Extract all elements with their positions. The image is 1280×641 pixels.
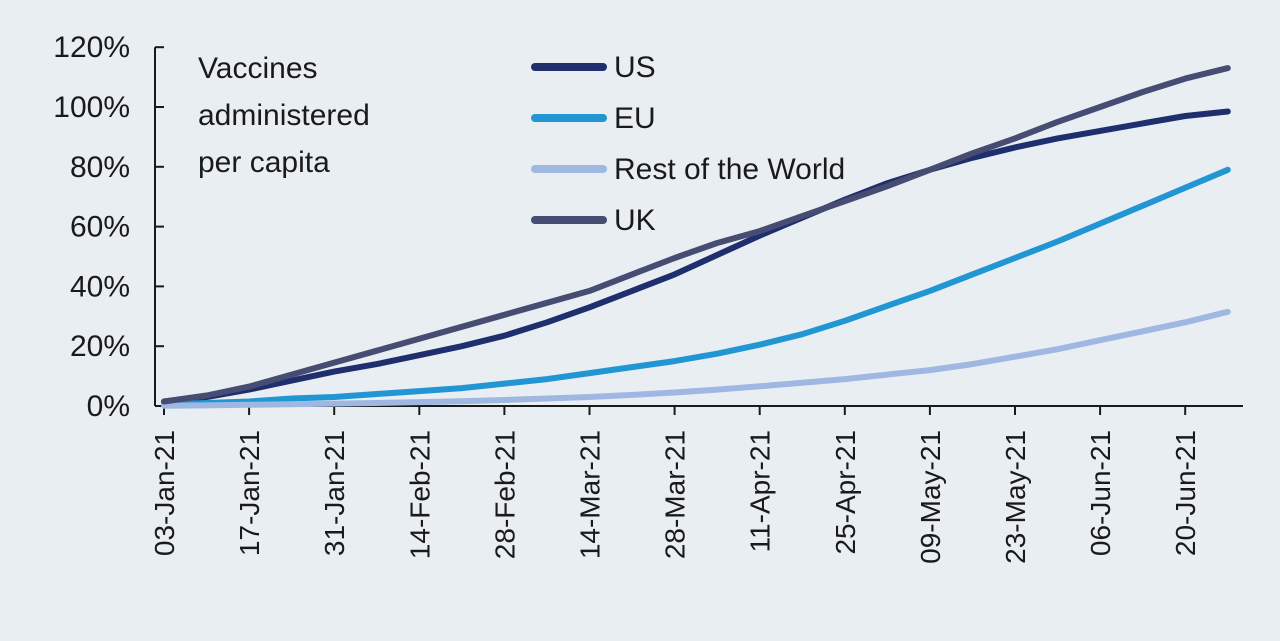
- chart-title-line: per capita: [198, 146, 330, 179]
- legend-label-uk: UK: [614, 204, 656, 237]
- x-tick-label: 28-Mar-21: [660, 430, 691, 559]
- x-tick-label: 17-Jan-21: [234, 430, 265, 556]
- y-tick-label: 100%: [53, 91, 130, 124]
- y-tick-label: 0%: [87, 390, 130, 423]
- x-tick-label: 31-Jan-21: [319, 430, 350, 556]
- legend: US EU Rest of the World UK: [531, 51, 845, 237]
- axes: 0% 20% 40% 60% 80% 100% 120% 03-Jan-21 17-Jan-21…: [53, 31, 1243, 564]
- chart-title-line: Vaccines: [198, 52, 318, 85]
- legend-label-eu: EU: [614, 102, 656, 135]
- x-tick-label: 14-Mar-21: [575, 430, 606, 559]
- x-tick-label: 23-May-21: [1000, 430, 1031, 564]
- series-line-eu: [161, 166, 1231, 408]
- legend-label-us: US: [614, 51, 656, 84]
- legend-label-rest-of-the-world: Rest of the World: [614, 153, 845, 186]
- y-tick-label: 80%: [70, 151, 130, 184]
- x-tick-label: 28-Feb-21: [489, 430, 520, 559]
- x-tick-label: 14-Feb-21: [404, 430, 435, 559]
- series-lines: [161, 65, 1231, 409]
- y-tick-label: 60%: [70, 211, 130, 244]
- x-tick-label: 25-Apr-21: [830, 430, 861, 555]
- x-tick-label: 09-May-21: [915, 430, 946, 564]
- series-line-uk: [161, 65, 1231, 405]
- chart-title-line: administered: [198, 99, 370, 132]
- x-tick-label: 03-Jan-21: [149, 430, 180, 556]
- y-tick-label: 40%: [70, 270, 130, 303]
- x-tick-label: 20-Jun-21: [1170, 430, 1201, 556]
- x-tick-label: 11-Apr-21: [745, 430, 776, 552]
- chart-title: Vaccines administered per capita: [198, 52, 370, 179]
- x-tick-label: 06-Jun-21: [1085, 430, 1116, 556]
- series-line-us: [161, 108, 1231, 405]
- y-tick-label: 20%: [70, 330, 130, 363]
- series-line-rest-of-the-world: [161, 308, 1231, 409]
- y-tick-label: 120%: [53, 31, 130, 64]
